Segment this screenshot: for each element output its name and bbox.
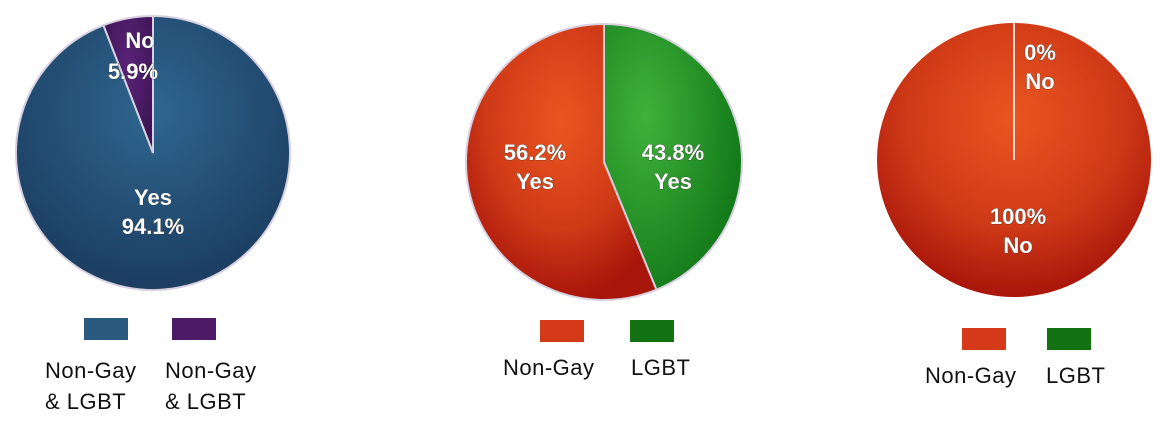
legend-swatch (1047, 328, 1091, 350)
slice-data-label: Yes (654, 169, 692, 194)
legend-label: LGBT (631, 355, 690, 380)
legend-label: & LGBT (45, 389, 126, 414)
slice-data-label: No (125, 28, 154, 53)
legend-label: & LGBT (165, 389, 246, 414)
legend-swatch (172, 318, 216, 340)
pie-chart-3: 0% No 100% No Non-Gay LGBT (877, 23, 1151, 388)
pie-slice (15, 14, 291, 291)
slice-data-label: 94.1% (122, 214, 184, 239)
pie-slice (603, 22, 743, 291)
pie-slice (465, 22, 658, 301)
slice-data-label: 43.8% (642, 140, 704, 165)
slice-data-label: No (1025, 69, 1054, 94)
legend-label: Non-Gay (45, 358, 137, 383)
legend-swatch (630, 320, 674, 342)
slice-data-label: Yes (134, 185, 172, 210)
slice-data-label: 56.2% (504, 140, 566, 165)
slice-data-label: No (1003, 233, 1032, 258)
pie-chart-2: 43.8% Yes 56.2% Yes Non-Gay LGBT (465, 22, 743, 380)
legend-label: Non-Gay (925, 363, 1017, 388)
legend-swatch (962, 328, 1006, 350)
legend-label: LGBT (1046, 363, 1105, 388)
legend-swatch (540, 320, 584, 342)
slice-data-label: 100% (990, 204, 1046, 229)
legend-label: Non-Gay (503, 355, 595, 380)
slice-data-label: Yes (516, 169, 554, 194)
slice-data-label: 0% (1024, 40, 1056, 65)
legend-label: Non-Gay (165, 358, 257, 383)
pie-chart-1: Yes 94.1% No 5.9% Non-Gay & LGBT Non-Gay & LGBT (15, 14, 291, 414)
legend-swatch (84, 318, 128, 340)
slice-data-label: 5.9% (108, 59, 158, 84)
